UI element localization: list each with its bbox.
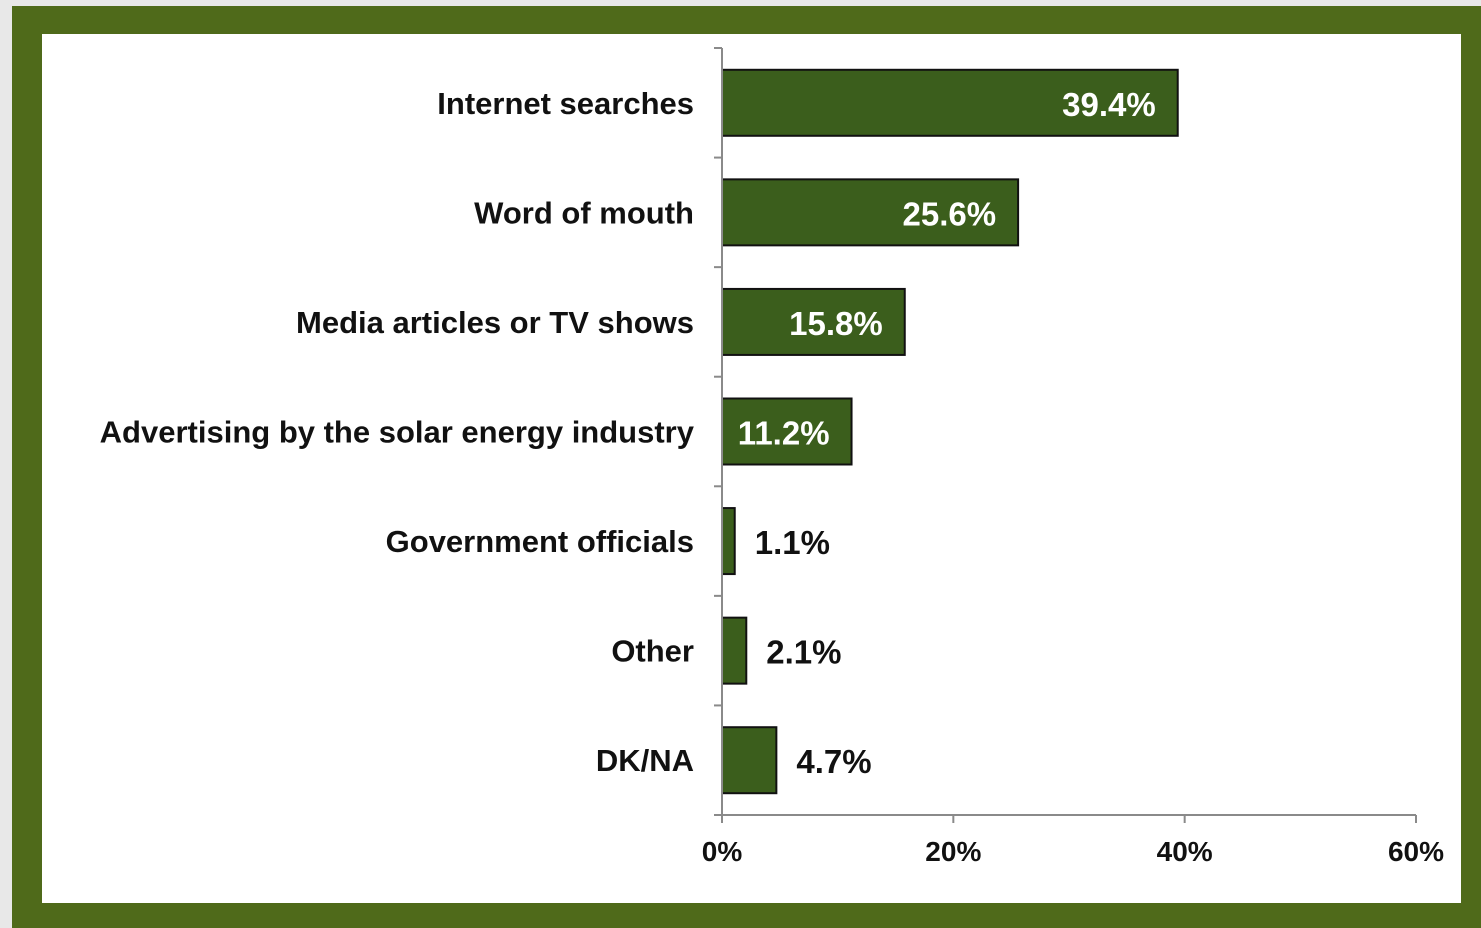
x-tick-label-2: 40% [1157, 836, 1213, 867]
category-label-2: Media articles or TV shows [296, 305, 694, 340]
bar-3 [721, 397, 853, 466]
bar-2 [721, 287, 906, 356]
category-label-5: Other [611, 634, 694, 669]
category-label-6: DK/NA [596, 743, 694, 778]
category-label-3: Advertising by the solar energy industry [100, 415, 695, 450]
frame-top-edge [0, 0, 1481, 6]
bar-1 [721, 178, 1020, 247]
frame-left-edge [0, 0, 12, 928]
value-label-0: 39.4% [1062, 86, 1156, 123]
bar-6 [721, 726, 778, 795]
value-label-3: 11.2% [738, 415, 830, 452]
value-label-2: 15.8% [789, 305, 883, 342]
bar-5 [721, 616, 748, 685]
category-label-1: Word of mouth [474, 195, 694, 230]
x-tick-label-3: 60% [1388, 836, 1444, 867]
category-label-4: Government officials [386, 524, 694, 559]
bar-4 [721, 507, 736, 576]
value-label-1: 25.6% [903, 195, 997, 232]
x-tick-label-0: 0% [702, 836, 743, 867]
category-label-0: Internet searches [437, 86, 694, 121]
value-label-6: 4.7% [796, 743, 871, 780]
x-tick-label-1: 20% [925, 836, 981, 867]
value-label-5: 2.1% [766, 634, 841, 671]
value-label-4: 1.1% [755, 524, 830, 561]
